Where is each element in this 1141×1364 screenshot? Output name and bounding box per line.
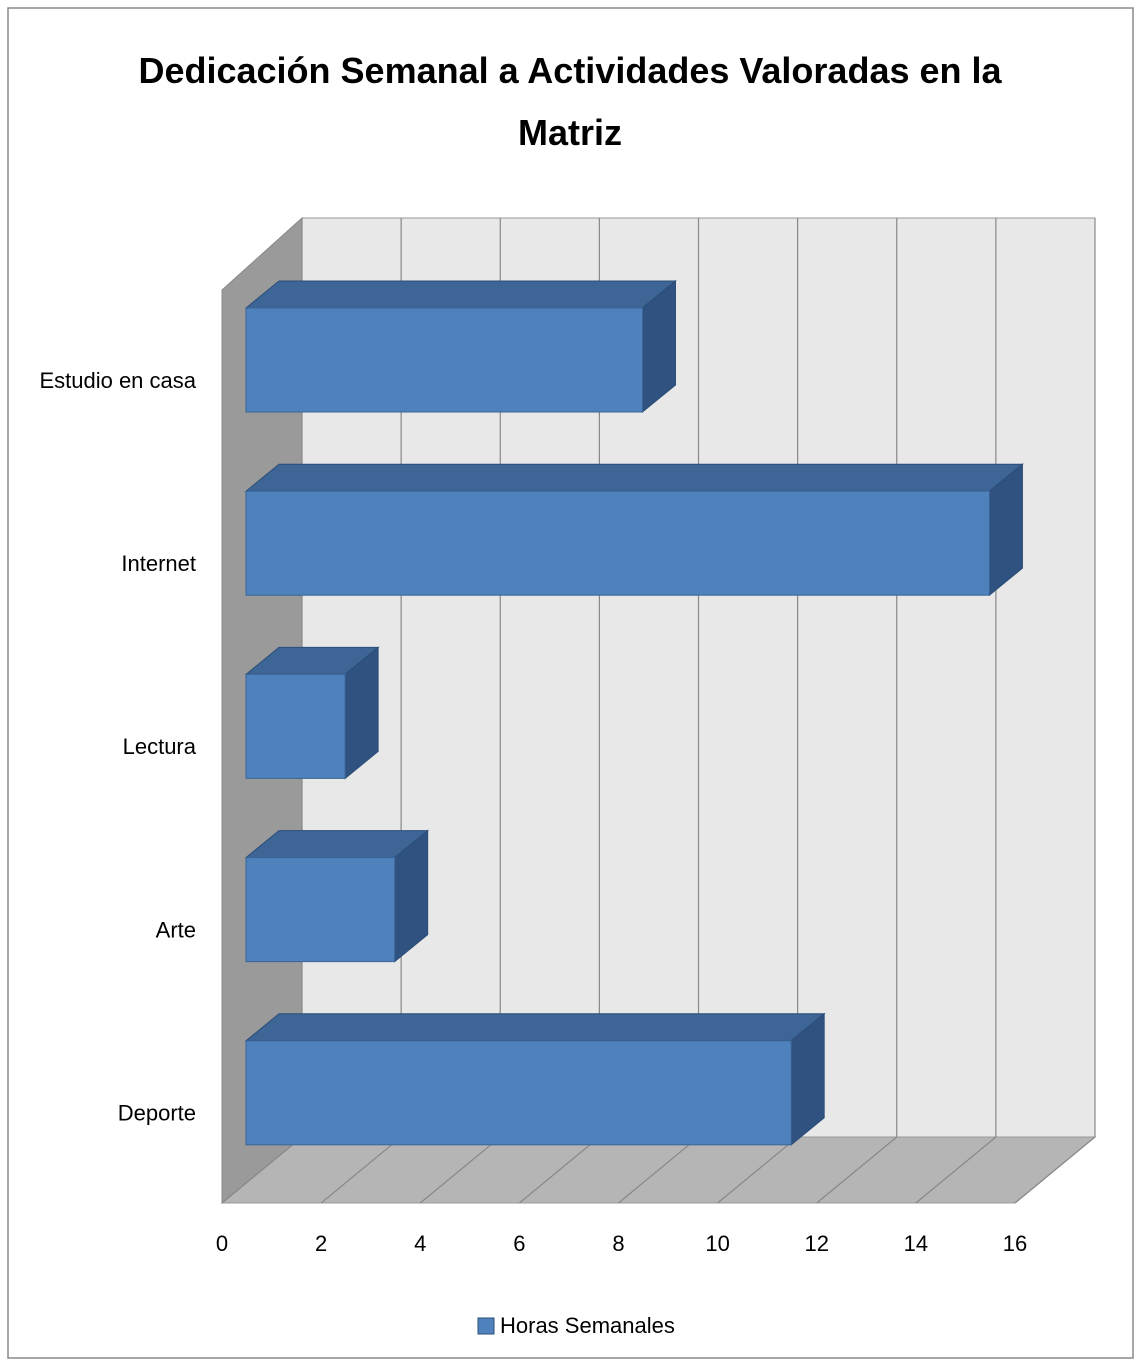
- bar-top: [244, 463, 1024, 492]
- x-tick-label: 4: [414, 1231, 426, 1256]
- floor-grid-line: [419, 1136, 501, 1204]
- legend-swatch: [477, 1317, 495, 1335]
- floor-grid-line: [320, 1136, 402, 1204]
- y-tick-label: Deporte: [118, 1101, 196, 1126]
- bar: [245, 1040, 792, 1146]
- floor-grid-line: [717, 1136, 799, 1204]
- bar: [245, 673, 346, 779]
- x-tick-label: 12: [805, 1231, 829, 1256]
- bar-top: [244, 280, 677, 309]
- floor-grid-line: [915, 1136, 997, 1204]
- bar: [245, 307, 643, 413]
- bar: [245, 857, 396, 963]
- x-tick-label: 8: [612, 1231, 624, 1256]
- x-tick-label: 10: [705, 1231, 729, 1256]
- floor-grid-line: [618, 1136, 699, 1204]
- y-tick-label: Estudio en casa: [39, 368, 196, 393]
- x-tick-label: 2: [315, 1231, 327, 1256]
- x-tick-label: 14: [904, 1231, 928, 1256]
- bar-top: [244, 1013, 826, 1042]
- y-tick-label: Internet: [121, 551, 196, 576]
- chart-frame: [7, 7, 1134, 1359]
- y-tick-label: Lectura: [123, 734, 197, 759]
- floor-grid-line: [1014, 1136, 1096, 1204]
- x-tick-label: 6: [513, 1231, 525, 1256]
- floor-grid-line: [221, 1136, 303, 1204]
- legend-label: Horas Semanales: [500, 1313, 675, 1338]
- floor-grid-line: [518, 1136, 600, 1204]
- bar: [245, 490, 990, 596]
- x-tick-label: 0: [216, 1231, 228, 1256]
- chart-title: Dedicación Semanal a Actividades Valorad…: [138, 50, 1002, 153]
- x-tick-label: 16: [1003, 1231, 1027, 1256]
- floor-grid-line: [816, 1136, 898, 1204]
- y-tick-label: Arte: [156, 917, 196, 942]
